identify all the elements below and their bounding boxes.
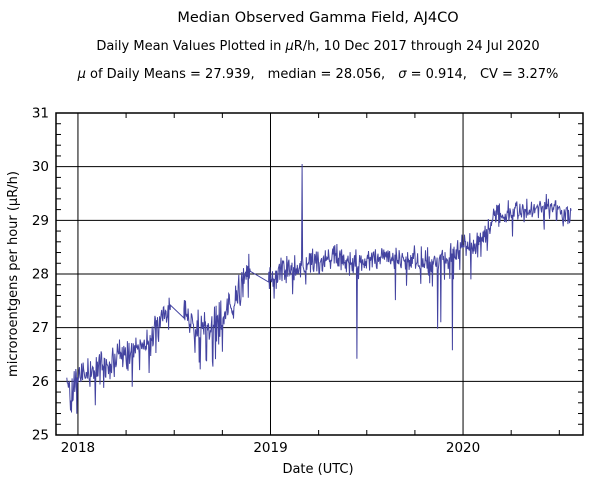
data-series-path — [66, 163, 572, 414]
y-tick-label: 31 — [32, 106, 49, 122]
y-tick-label: 30 — [32, 159, 49, 175]
x-axis-title: Date (UTC) — [282, 462, 354, 477]
y-tick-label: 25 — [32, 428, 49, 444]
mu-symbol: μ — [77, 67, 86, 82]
y-axis-title: microroentgens per hour (μR/h) — [6, 171, 21, 377]
sigma-stat-text: = 0.914, — [406, 67, 467, 82]
chart-subtitle: Daily Mean Values Plotted in μR/h, 10 De… — [36, 39, 600, 54]
x-tick-label: 2019 — [253, 440, 287, 456]
mean-stat-text: of Daily Means = 27.939, — [85, 67, 255, 82]
mu-symbol: μ — [285, 39, 294, 54]
sigma-symbol: σ — [398, 67, 407, 82]
cv-stat-text: CV = 3.27% — [479, 67, 559, 82]
y-tick-label: 28 — [32, 267, 49, 283]
y-tick-label: 26 — [32, 374, 49, 390]
page-title: Median Observed Gamma Field, AJ4CO — [177, 10, 459, 26]
x-tick-label: 2018 — [61, 440, 95, 456]
y-tick-label: 27 — [32, 320, 49, 336]
x-tick-label: 2020 — [446, 440, 480, 456]
plot-frame — [55, 112, 584, 436]
chart-stats-line: μ of Daily Means = 27.939, median = 28.05… — [36, 67, 600, 82]
y-tick-label: 29 — [32, 213, 49, 229]
subtitle-text-suffix: R/h, 10 Dec 2017 through 24 Jul 2020 — [293, 39, 540, 54]
subtitle-text-prefix: Daily Mean Values Plotted in — [96, 39, 286, 54]
median-stat-text: median = 28.056, — [267, 67, 386, 82]
